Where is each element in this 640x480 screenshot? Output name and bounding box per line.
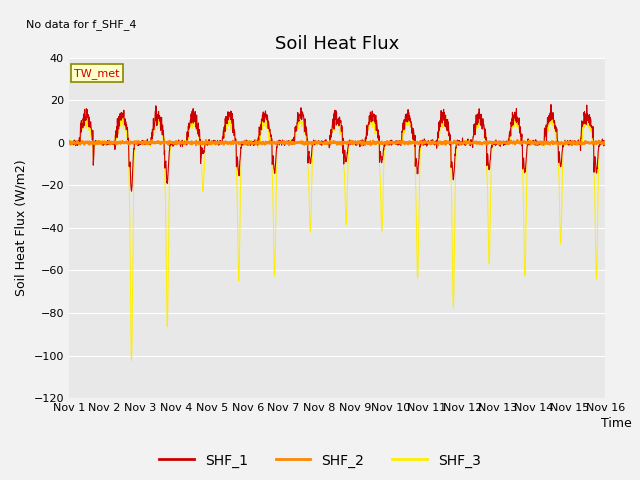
Text: No data for f_SHF_4: No data for f_SHF_4 bbox=[26, 20, 136, 30]
X-axis label: Time: Time bbox=[601, 417, 632, 430]
Legend: SHF_1, SHF_2, SHF_3: SHF_1, SHF_2, SHF_3 bbox=[154, 448, 486, 473]
Y-axis label: Soil Heat Flux (W/m2): Soil Heat Flux (W/m2) bbox=[15, 159, 28, 296]
Title: Soil Heat Flux: Soil Heat Flux bbox=[275, 35, 399, 53]
Text: TW_met: TW_met bbox=[74, 68, 120, 79]
